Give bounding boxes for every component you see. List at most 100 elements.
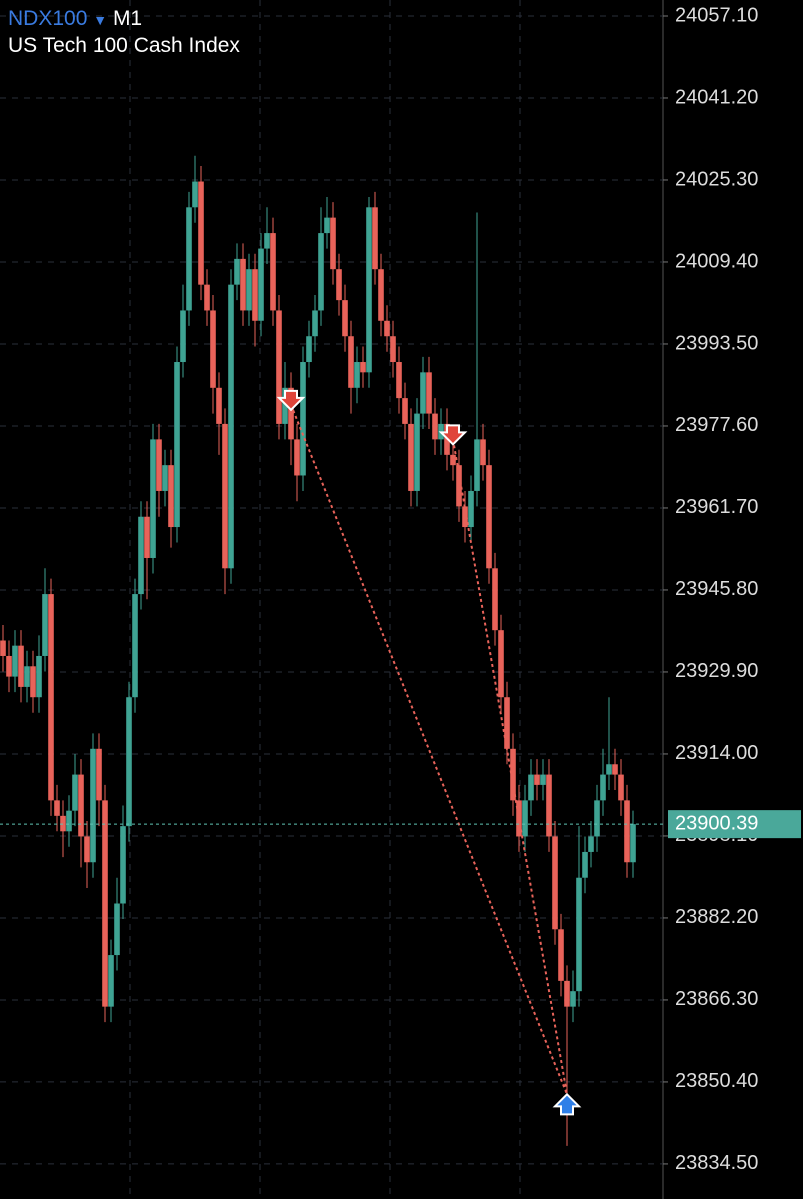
candle-body <box>528 774 534 801</box>
timeframe[interactable]: M1 <box>112 7 143 30</box>
candle-body <box>396 362 402 399</box>
candle-body <box>534 774 540 785</box>
y-tick-label: 23977.60 <box>675 414 758 436</box>
candle-body <box>576 877 582 992</box>
candle-body <box>252 269 258 321</box>
candle-body <box>294 439 300 476</box>
y-tick-label: 23882.20 <box>675 906 758 928</box>
candle-body <box>30 666 36 698</box>
candle-body <box>468 490 474 528</box>
candle-body <box>606 764 612 775</box>
candle-body <box>132 594 138 698</box>
candle-body <box>420 372 426 414</box>
candle-body <box>288 387 294 440</box>
candle-body <box>96 748 102 801</box>
candle-body <box>600 774 606 801</box>
candle-body <box>180 310 186 363</box>
sell-arrow <box>276 389 306 412</box>
candle-body <box>306 336 312 363</box>
candle-body <box>594 800 600 837</box>
y-tick-label: 23866.30 <box>675 988 758 1010</box>
candle-body <box>102 800 108 1007</box>
candle-body <box>108 955 114 1007</box>
candle-body <box>72 774 78 811</box>
candle-body <box>246 269 252 311</box>
candle-body <box>216 387 222 424</box>
candle-body <box>450 454 456 466</box>
candle-body <box>540 774 546 785</box>
candle-body <box>54 800 60 816</box>
header: NDX100 ▼ M1 US Tech 100 Cash Index <box>8 6 240 59</box>
symbol[interactable]: NDX100 <box>8 7 88 30</box>
y-tick-label: 23993.50 <box>675 332 758 354</box>
candle-body <box>12 645 18 677</box>
candle-body <box>432 413 438 440</box>
candle-body <box>348 336 354 388</box>
candle-body <box>312 310 318 337</box>
candle-body <box>0 640 6 656</box>
candle-body <box>456 465 462 507</box>
candle-body <box>174 362 180 528</box>
candle-body <box>144 516 150 558</box>
trade-line <box>290 404 568 1095</box>
candle-body <box>486 465 492 569</box>
candle-body <box>354 362 360 388</box>
candle-body <box>570 991 576 1007</box>
candle-body <box>90 748 96 863</box>
candle-body <box>126 697 132 827</box>
candle-body <box>6 655 12 677</box>
y-tick-label: 24009.40 <box>675 250 758 272</box>
candle-body <box>480 439 486 466</box>
candle-body <box>582 851 588 878</box>
candle-body <box>324 217 330 234</box>
candle-body <box>204 284 210 311</box>
title: US Tech 100 Cash Index <box>8 34 240 57</box>
candle-body <box>24 666 30 687</box>
y-tick-label: 23914.00 <box>675 742 758 764</box>
candle-body <box>504 697 510 749</box>
candle-body <box>408 423 414 491</box>
candle-body <box>270 233 276 311</box>
candle-body <box>402 398 408 424</box>
candle-body <box>474 439 480 491</box>
candle-body <box>120 826 126 904</box>
candle-body <box>156 439 162 491</box>
y-tick-label: 24025.30 <box>675 168 758 190</box>
candle-body <box>138 516 144 595</box>
y-tick-label: 23945.80 <box>675 578 758 600</box>
candle-body <box>558 929 564 981</box>
candle-body <box>48 594 54 801</box>
candle-body <box>222 423 228 569</box>
candle-body <box>318 233 324 311</box>
sell-arrow <box>438 424 468 446</box>
candle-body <box>162 465 168 491</box>
candle-body <box>552 836 558 930</box>
candle-body <box>612 764 618 775</box>
candle-body <box>78 774 84 837</box>
candle-body <box>168 465 174 528</box>
candle-body <box>60 815 66 832</box>
candle-body <box>210 310 216 388</box>
y-tick-label: 23961.70 <box>675 496 758 518</box>
candle-body <box>498 630 504 698</box>
candle-body <box>390 336 396 363</box>
candle-body <box>564 980 570 1007</box>
dropdown-icon[interactable]: ▼ <box>93 12 108 28</box>
candle-body <box>588 836 594 852</box>
y-tick-label: 23850.40 <box>675 1070 758 1092</box>
candle-body <box>522 800 528 837</box>
vertical-grid <box>129 0 521 1199</box>
symbol-row: NDX100 ▼ M1 <box>8 6 240 33</box>
y-tick-label: 23834.50 <box>675 1152 758 1174</box>
candle-body <box>186 207 192 311</box>
candle-body <box>36 655 42 698</box>
candle-body <box>462 506 468 528</box>
candle-body <box>492 568 498 631</box>
candle-body <box>624 800 630 863</box>
candle-body <box>414 413 420 491</box>
candle-body <box>192 181 198 208</box>
y-tick-label: 23929.90 <box>675 660 758 682</box>
candle-body <box>42 594 48 656</box>
